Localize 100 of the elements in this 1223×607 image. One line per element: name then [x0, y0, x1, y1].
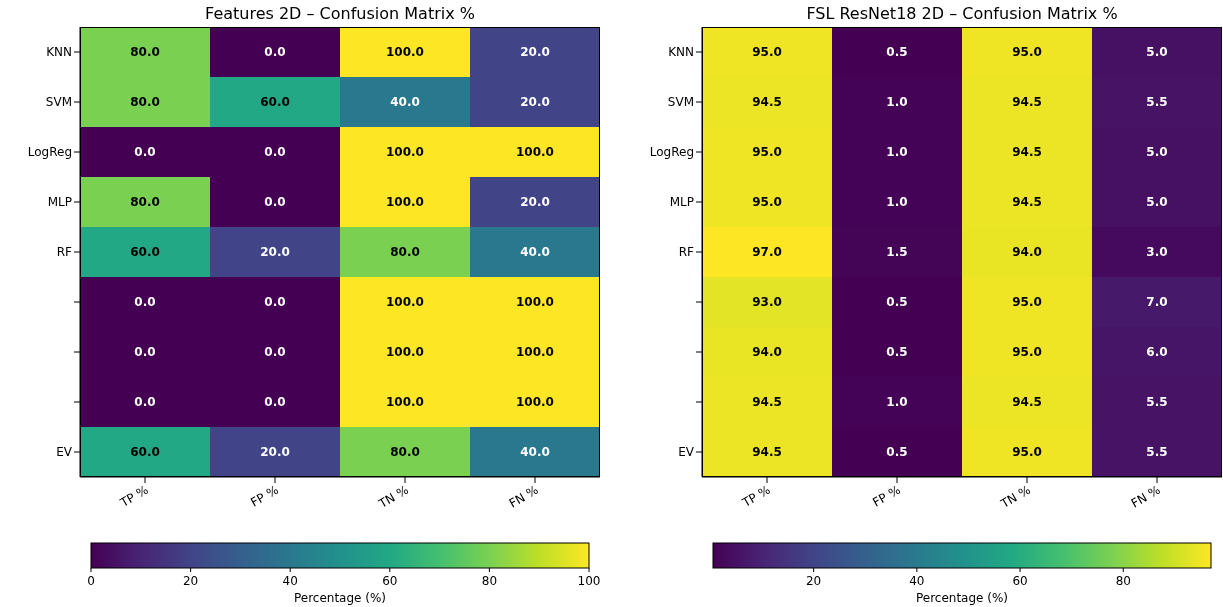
- data-label: 60.0: [130, 245, 160, 259]
- data-label: 40.0: [520, 445, 550, 459]
- data-label: 95.0: [1012, 345, 1042, 359]
- data-label: 94.5: [1012, 195, 1042, 209]
- data-label: 1.0: [886, 145, 908, 159]
- data-label: 100.0: [386, 45, 424, 59]
- data-label: 80.0: [390, 245, 420, 259]
- data-label: 100.0: [386, 345, 424, 359]
- data-label: 80.0: [130, 45, 160, 59]
- data-label: 100.0: [516, 345, 554, 359]
- data-label: 40.0: [390, 95, 420, 109]
- data-label: 60.0: [260, 95, 290, 109]
- data-label: 100.0: [386, 145, 424, 159]
- data-label: 0.5: [886, 345, 908, 359]
- data-label: 94.0: [752, 345, 782, 359]
- chart-title: Features 2D – Confusion Matrix %: [204, 4, 476, 23]
- y-tick-label: EV: [678, 445, 695, 460]
- data-label: 94.0: [1012, 245, 1042, 259]
- y-tick-label: MLP: [669, 195, 694, 210]
- data-label: 95.0: [752, 145, 782, 159]
- y-tick-label: SVM: [45, 95, 72, 110]
- y-tick-label: KNN: [668, 45, 694, 60]
- color-bar-label: 80: [481, 574, 498, 588]
- data-label: 100.0: [516, 145, 554, 159]
- y-tick-label: RF: [56, 245, 73, 260]
- data-label: 95.0: [752, 195, 782, 209]
- data-label: 100.0: [516, 295, 554, 309]
- data-label: 20.0: [260, 445, 290, 459]
- data-label: 94.5: [752, 95, 782, 109]
- data-label: 40.0: [520, 245, 550, 259]
- x-tick-label: FP %: [870, 482, 903, 510]
- x-tick-label: FP %: [248, 482, 281, 510]
- data-label: 94.5: [1012, 395, 1042, 409]
- color-bar-label: 40: [282, 574, 298, 588]
- data-label: 95.0: [1012, 295, 1042, 309]
- x-tick-label: TP %: [117, 482, 151, 511]
- data-label: 5.0: [1146, 195, 1168, 209]
- color-bar-label: 20: [182, 574, 199, 588]
- data-label: 20.0: [520, 195, 550, 209]
- color-bar-label: 80: [1115, 574, 1131, 588]
- data-label: 0.0: [264, 145, 286, 159]
- data-label: 5.5: [1146, 95, 1168, 109]
- y-tick-label: LogReg: [27, 145, 72, 160]
- data-label: 94.5: [1012, 145, 1042, 159]
- data-label: 97.0: [752, 245, 782, 259]
- color-bar-title: Percentage (%): [293, 591, 387, 605]
- data-label: 94.5: [752, 395, 782, 409]
- data-label: 6.0: [1146, 345, 1168, 359]
- data-label: 0.0: [264, 295, 286, 309]
- data-label: 20.0: [260, 245, 290, 259]
- data-label: 0.5: [886, 445, 908, 459]
- x-tick-label: FN %: [1128, 482, 1163, 511]
- data-label: 0.0: [134, 395, 156, 409]
- data-label: 7.0: [1146, 295, 1168, 309]
- y-tick-label: SVM: [667, 95, 694, 110]
- data-label: 1.5: [886, 245, 908, 259]
- data-label: 0.0: [134, 295, 156, 309]
- color-bar-label: 40: [909, 574, 925, 588]
- y-tick-label: EV: [56, 445, 73, 460]
- data-label: 0.5: [886, 45, 908, 59]
- y-tick-label: KNN: [46, 45, 72, 60]
- data-label: 1.0: [886, 395, 908, 409]
- data-label: 80.0: [130, 95, 160, 109]
- data-label: 3.0: [1146, 245, 1168, 259]
- chart-title: FSL ResNet18 2D – Confusion Matrix %: [805, 4, 1119, 23]
- data-label: 100.0: [516, 395, 554, 409]
- color-bar-label: 60: [1012, 574, 1028, 588]
- data-label: 0.0: [264, 345, 286, 359]
- data-label: 95.0: [752, 45, 782, 59]
- data-label: 100.0: [386, 395, 424, 409]
- color-bar-title: Percentage (%): [915, 591, 1009, 605]
- data-label: 0.0: [134, 145, 156, 159]
- data-label: 100.0: [386, 195, 424, 209]
- data-label: 5.5: [1146, 395, 1168, 409]
- data-label: 93.0: [752, 295, 782, 309]
- data-label: 5.5: [1146, 445, 1168, 459]
- x-tick-label: FN %: [506, 482, 541, 511]
- data-label: 60.0: [130, 445, 160, 459]
- data-label: 94.5: [752, 445, 782, 459]
- data-label: 80.0: [130, 195, 160, 209]
- data-label: 80.0: [390, 445, 420, 459]
- data-label: 95.0: [1012, 445, 1042, 459]
- data-label: 1.0: [886, 195, 908, 209]
- data-label: 20.0: [520, 95, 550, 109]
- x-tick-label: TP %: [739, 482, 773, 511]
- y-tick-label: MLP: [47, 195, 72, 210]
- data-label: 1.0: [886, 95, 908, 109]
- data-label: 5.0: [1146, 145, 1168, 159]
- data-label: 0.5: [886, 295, 908, 309]
- color-bar-label: 100: [577, 574, 601, 588]
- data-label: 0.0: [264, 195, 286, 209]
- data-label: 95.0: [1012, 45, 1042, 59]
- color-bar-label: 60: [382, 574, 398, 588]
- x-tick-label: TN %: [375, 482, 411, 512]
- y-tick-label: RF: [678, 245, 695, 260]
- data-label: 100.0: [386, 295, 424, 309]
- data-label: 0.0: [134, 345, 156, 359]
- data-label: 0.0: [264, 395, 286, 409]
- color-bar-label: 20: [805, 574, 822, 588]
- x-tick-label: TN %: [997, 482, 1033, 512]
